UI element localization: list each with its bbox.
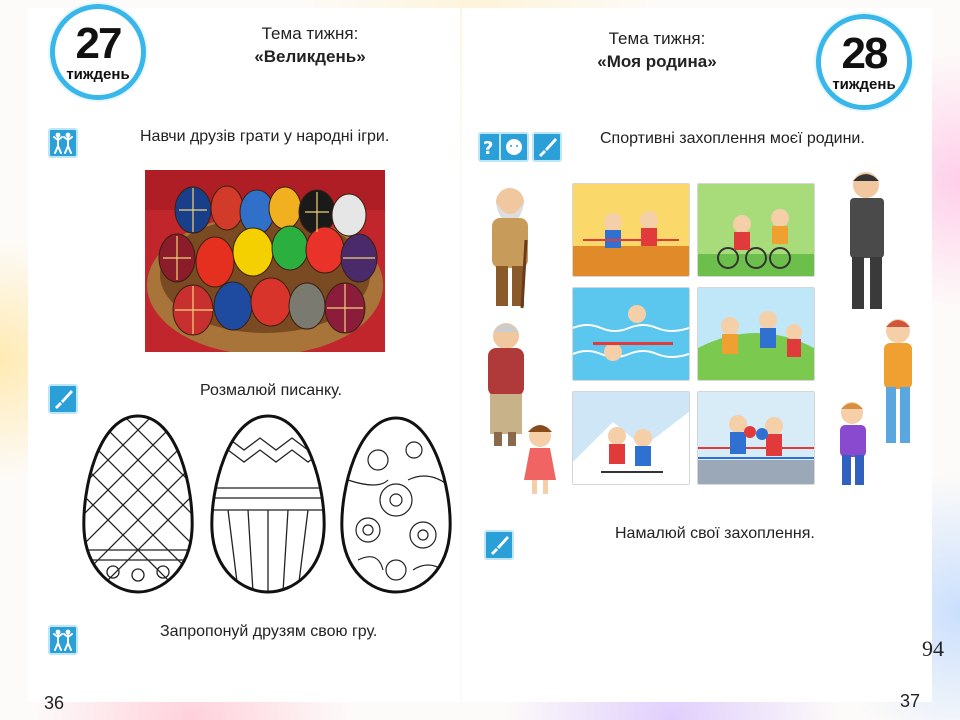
week-27-badge: 27 тиждень bbox=[50, 4, 146, 100]
left-theme: Тема тижня: «Великдень» bbox=[230, 22, 390, 68]
hobby-picture-skiing bbox=[572, 391, 690, 485]
right-theme: Тема тижня: «Моя родина» bbox=[572, 27, 742, 73]
week-number: 27 bbox=[75, 19, 123, 68]
theme-name: «Моя родина» bbox=[597, 52, 717, 71]
coloring-eggs bbox=[78, 410, 458, 595]
page-number-right: 37 bbox=[900, 691, 921, 711]
brush-icon bbox=[484, 530, 514, 560]
parents-and-boy-figures bbox=[822, 165, 932, 495]
theme-name: «Великдень» bbox=[254, 47, 366, 66]
week-label: тиждень bbox=[832, 76, 896, 93]
theme-title: Тема тижня: bbox=[608, 29, 706, 48]
week-28-badge: 28 тиждень bbox=[816, 14, 912, 110]
task-text: Навчи друзів грати у народні ігри. bbox=[140, 128, 390, 145]
task-text: Спортивні захоплення моєї родини. bbox=[600, 130, 865, 147]
face-icon bbox=[499, 132, 529, 162]
brush-icon bbox=[48, 384, 78, 414]
svg-text:?: ? bbox=[483, 138, 493, 159]
week-number: 28 bbox=[841, 29, 889, 78]
hobby-picture-swimming bbox=[572, 287, 690, 381]
task-text: Розмалюй писанку. bbox=[200, 382, 342, 399]
brush-icon bbox=[532, 132, 562, 162]
task-text: Запропонуй друзям свою гру. bbox=[160, 623, 378, 640]
hobby-picture-boxing bbox=[697, 391, 815, 485]
grandparents-and-girl-figures bbox=[478, 180, 560, 500]
week-label: тиждень bbox=[66, 66, 130, 83]
easter-eggs-photo bbox=[145, 170, 385, 352]
hobby-picture-running bbox=[572, 183, 690, 277]
page-number-left: 36 bbox=[44, 693, 65, 713]
task-text: Намалюй свої захоплення. bbox=[615, 525, 815, 542]
slide-number: 94 bbox=[922, 636, 944, 661]
hobby-picture-cycling bbox=[697, 183, 815, 277]
left-page bbox=[28, 8, 460, 702]
children-play-icon bbox=[48, 128, 78, 158]
theme-title: Тема тижня: bbox=[261, 24, 359, 43]
hobby-picture-skating bbox=[697, 287, 815, 381]
children-play-icon bbox=[48, 625, 78, 655]
